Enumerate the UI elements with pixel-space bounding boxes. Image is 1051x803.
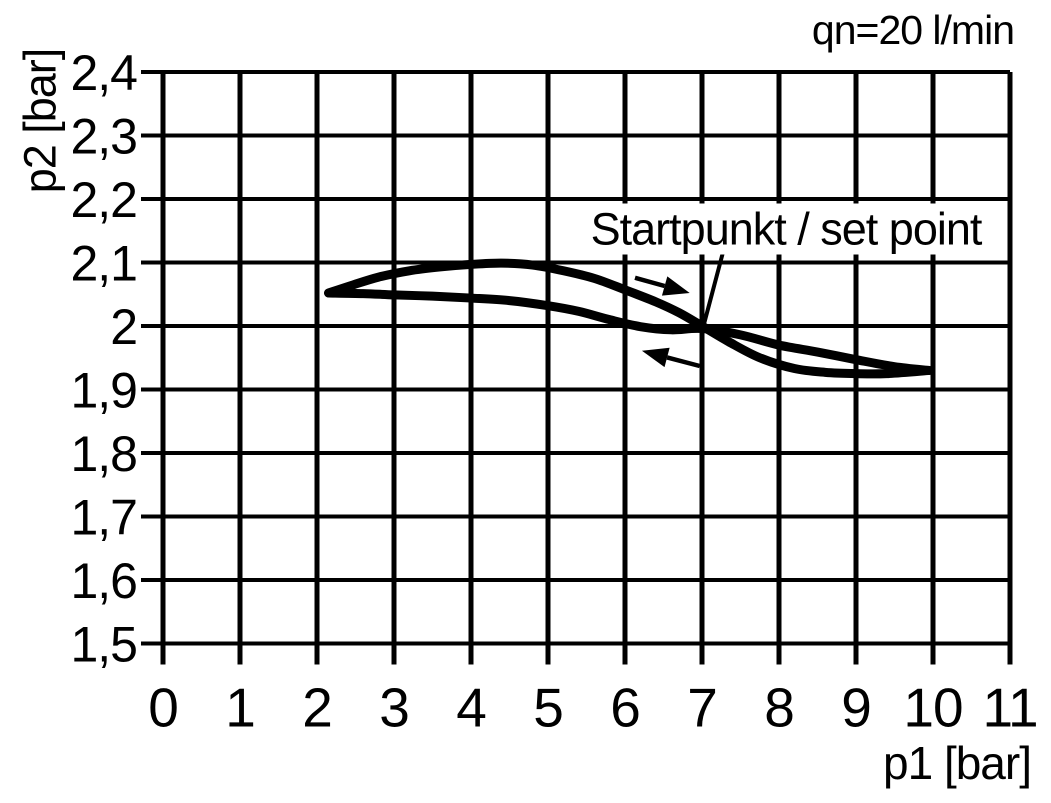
y-tick-label: 1,9	[70, 363, 137, 419]
x-tick-label: 9	[841, 677, 871, 739]
x-tick-label: 8	[764, 677, 794, 739]
y-tick-label: 1,5	[70, 617, 137, 673]
curve-upper-branch	[324, 258, 934, 379]
direction-arrow-head-left	[641, 347, 670, 368]
set-point-pointer-line	[702, 252, 725, 324]
x-tick-label: 10	[903, 677, 962, 739]
set-point-label: Startpunkt / set point	[581, 203, 991, 255]
x-tick-label: 0	[148, 677, 178, 739]
x-tick-label: 4	[456, 677, 486, 739]
x-tick-label: 1	[225, 677, 255, 739]
y-tick-label: 1,7	[70, 490, 137, 546]
x-tick-label: 7	[687, 677, 717, 739]
x-tick-label: 11	[982, 677, 1037, 739]
x-tick-label: 3	[379, 677, 409, 739]
y-tick-label: 2,2	[70, 172, 137, 228]
x-tick-label: 5	[533, 677, 563, 739]
y-tick-label: 2,1	[70, 236, 137, 292]
flow-rate-annotation: qn=20 l/min	[811, 7, 1015, 53]
direction-arrow-head-right	[661, 276, 690, 296]
x-axis-title: p1 [bar]	[883, 737, 1032, 789]
y-tick-label: 1,6	[70, 553, 137, 609]
x-tick-label: 2	[302, 677, 332, 739]
direction-arrow-shaft-left	[666, 355, 701, 369]
x-tick-label: 6	[610, 677, 640, 739]
y-axis-title: p2 [bar]	[14, 48, 66, 194]
curve-lower-branch	[324, 288, 934, 375]
y-tick-label: 2,3	[70, 109, 137, 165]
y-tick-label: 2	[110, 299, 137, 355]
y-tick-label: 2,4	[70, 45, 137, 101]
y-tick-label: 1,8	[70, 426, 137, 482]
direction-arrow-shaft-right	[634, 275, 666, 289]
